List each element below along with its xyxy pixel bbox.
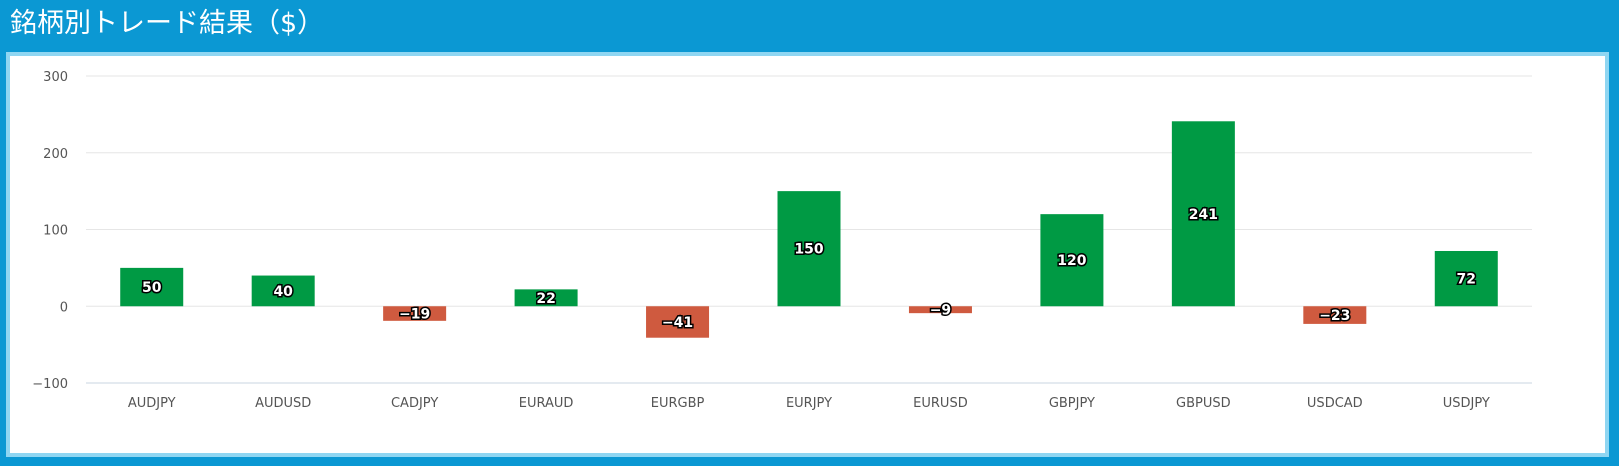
bar <box>646 306 710 338</box>
x-tick-label: EURGBP <box>651 396 705 411</box>
bar <box>1434 250 1498 307</box>
y-tick-label: 0 <box>60 300 68 315</box>
bar <box>1171 121 1235 307</box>
bar <box>514 289 578 307</box>
bar <box>908 306 972 314</box>
y-tick-label: 200 <box>43 147 68 162</box>
bar <box>1303 306 1367 324</box>
data-label: 150 <box>794 242 823 258</box>
data-label: 120 <box>1057 253 1086 269</box>
bar <box>1040 214 1104 307</box>
y-tick-label: 300 <box>43 70 68 85</box>
data-label: 50 <box>142 280 162 296</box>
data-label: −23 <box>1319 308 1350 324</box>
data-label: 40 <box>273 284 293 300</box>
chart-title: 銘柄別トレード結果（$） <box>10 8 325 39</box>
x-tick-label: USDJPY <box>1443 396 1490 411</box>
x-tick-label: EURAUD <box>519 396 574 411</box>
data-label: −9 <box>930 303 951 319</box>
bar <box>383 306 447 321</box>
x-tick-label: USDCAD <box>1307 396 1363 411</box>
x-tick-label: EURUSD <box>913 396 968 411</box>
x-tick-label: AUDJPY <box>128 396 176 411</box>
header-bar: 銘柄別トレード結果（$） <box>0 0 1619 52</box>
data-label: 241 <box>1189 207 1218 223</box>
data-label: 72 <box>1457 272 1476 288</box>
bar <box>120 267 184 307</box>
x-tick-label: EURJPY <box>786 396 832 411</box>
bar <box>251 275 315 307</box>
data-label: 22 <box>536 291 555 307</box>
x-tick-label: GBPUSD <box>1176 396 1231 411</box>
data-label: −41 <box>662 315 693 331</box>
x-tick-label: AUDUSD <box>255 396 311 411</box>
bar <box>777 191 841 307</box>
y-tick-label: 100 <box>43 224 68 239</box>
y-tick-label: −100 <box>32 377 68 392</box>
x-tick-label: GBPJPY <box>1049 396 1095 411</box>
x-tick-label: CADJPY <box>391 396 438 411</box>
data-label: −19 <box>399 307 430 323</box>
